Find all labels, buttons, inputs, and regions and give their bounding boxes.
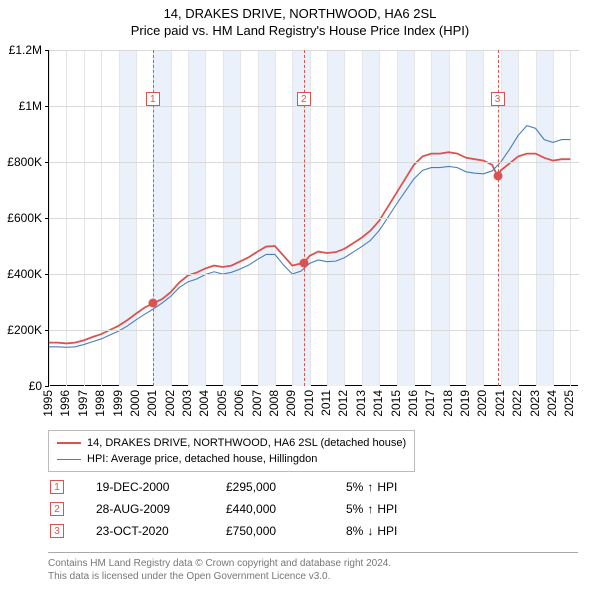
event-date: 28-AUG-2009 (96, 502, 226, 516)
event-number-badge: 2 (50, 502, 64, 516)
event-date: 23-OCT-2020 (96, 524, 226, 538)
hgrid-line (49, 162, 579, 163)
event-delta: 5% HPI (346, 480, 446, 494)
x-axis-label: 2009 (284, 390, 298, 417)
y-tick (45, 274, 49, 275)
x-axis-label: 1998 (93, 390, 107, 417)
y-axis-label: £800K (7, 155, 42, 169)
event-price: £295,000 (226, 480, 346, 494)
events-table: 1 19-DEC-2000£295,0005% HPI 2 28-AUG-2009£44… (48, 476, 558, 542)
event-number-badge: 3 (50, 524, 64, 538)
y-axis-label: £200K (7, 323, 42, 337)
title-block: 14, DRAKES DRIVE, NORTHWOOD, HA6 2SL Pri… (0, 0, 600, 38)
x-axis-label: 2006 (232, 390, 246, 417)
event-delta-suffix: HPI (377, 502, 397, 516)
x-axis-label: 2020 (475, 390, 489, 417)
series-hpi (49, 126, 570, 348)
x-axis-label: 2017 (423, 390, 437, 417)
x-axis-label: 1999 (111, 390, 125, 417)
chart-title-address: 14, DRAKES DRIVE, NORTHWOOD, HA6 2SL (0, 6, 600, 21)
event-delta-suffix: HPI (377, 480, 397, 494)
arrow-down-icon (367, 524, 373, 538)
x-axis-label: 2007 (250, 390, 264, 417)
event-date: 19-DEC-2000 (96, 480, 226, 494)
legend-swatch (57, 459, 81, 460)
legend-row: HPI: Average price, detached house, Hill… (57, 451, 406, 467)
x-axis-label: 2016 (406, 390, 420, 417)
series-property (49, 152, 570, 343)
x-axis-label: 2012 (336, 390, 350, 417)
event-dot (493, 172, 502, 181)
hgrid-line (49, 274, 579, 275)
footer-line1: Contains HM Land Registry data © Crown c… (48, 557, 578, 570)
y-tick (45, 106, 49, 107)
y-tick (45, 386, 49, 387)
chart-container: 14, DRAKES DRIVE, NORTHWOOD, HA6 2SL Pri… (0, 0, 600, 590)
arrow-up-icon (367, 480, 373, 494)
legend: 14, DRAKES DRIVE, NORTHWOOD, HA6 2SL (de… (48, 430, 415, 472)
y-axis-label: £0 (29, 379, 42, 393)
legend-swatch (57, 442, 81, 444)
y-tick (45, 162, 49, 163)
x-axis-label: 2022 (510, 390, 524, 417)
event-price: £440,000 (226, 502, 346, 516)
x-axis-label: 1996 (58, 390, 72, 417)
x-axis-label: 2019 (458, 390, 472, 417)
x-axis-label: 2018 (441, 390, 455, 417)
event-delta: 5% HPI (346, 502, 446, 516)
hgrid-line (49, 50, 579, 51)
x-axis-label: 1995 (41, 390, 55, 417)
x-axis-label: 2024 (545, 390, 559, 417)
x-axis-label: 1997 (76, 390, 90, 417)
x-axis-label: 2000 (128, 390, 142, 417)
x-axis-label: 2004 (197, 390, 211, 417)
x-axis-label: 2021 (493, 390, 507, 417)
y-tick (45, 330, 49, 331)
legend-label: 14, DRAKES DRIVE, NORTHWOOD, HA6 2SL (de… (87, 437, 406, 449)
event-delta-suffix: HPI (377, 524, 397, 538)
x-axis-label: 2023 (528, 390, 542, 417)
x-axis-label: 2001 (145, 390, 159, 417)
footer-line2: This data is licensed under the Open Gov… (48, 570, 578, 583)
y-tick (45, 50, 49, 51)
hgrid-line (49, 330, 579, 331)
y-tick (45, 218, 49, 219)
event-delta-pct: 5% (346, 480, 363, 494)
x-axis-label: 2002 (163, 390, 177, 417)
x-axis-label: 2025 (562, 390, 576, 417)
x-axis-label: 2008 (267, 390, 281, 417)
y-axis-label: £400K (7, 267, 42, 281)
y-axis-label: £600K (7, 211, 42, 225)
events-table-row: 3 23-OCT-2020£750,0008% HPI (48, 520, 558, 542)
x-axis-label: 2011 (319, 390, 333, 416)
event-dot (148, 299, 157, 308)
event-badge: 2 (297, 92, 311, 106)
chart-area: 123 £0£200K£400K£600K£800K£1M£1.2M199519… (48, 50, 578, 386)
x-axis-label: 2003 (180, 390, 194, 417)
events-table-row: 1 19-DEC-2000£295,0005% HPI (48, 476, 558, 498)
plot-region: 1 2 3 (48, 50, 578, 386)
event-delta: 8% HPI (346, 524, 446, 538)
event-delta-pct: 8% (346, 524, 363, 538)
event-dot (299, 258, 308, 267)
x-axis-label: 2015 (389, 390, 403, 417)
hgrid-line (49, 218, 579, 219)
event-delta-pct: 5% (346, 502, 363, 516)
event-price: £750,000 (226, 524, 346, 538)
x-axis-label: 2014 (371, 390, 385, 417)
footer-attribution: Contains HM Land Registry data © Crown c… (48, 552, 578, 583)
x-axis-label: 2010 (302, 390, 316, 417)
legend-label: HPI: Average price, detached house, Hill… (87, 453, 317, 465)
event-badge: 3 (491, 92, 505, 106)
events-table-row: 2 28-AUG-2009£440,0005% HPI (48, 498, 558, 520)
legend-row: 14, DRAKES DRIVE, NORTHWOOD, HA6 2SL (de… (57, 435, 406, 451)
x-axis-label: 2013 (354, 390, 368, 417)
y-axis-label: £1.2M (9, 43, 42, 57)
event-number-badge: 1 (50, 480, 64, 494)
arrow-up-icon (367, 502, 373, 516)
x-axis-label: 2005 (215, 390, 229, 417)
chart-subtitle: Price paid vs. HM Land Registry's House … (0, 23, 600, 38)
event-badge: 1 (146, 92, 160, 106)
y-axis-label: £1M (19, 99, 42, 113)
